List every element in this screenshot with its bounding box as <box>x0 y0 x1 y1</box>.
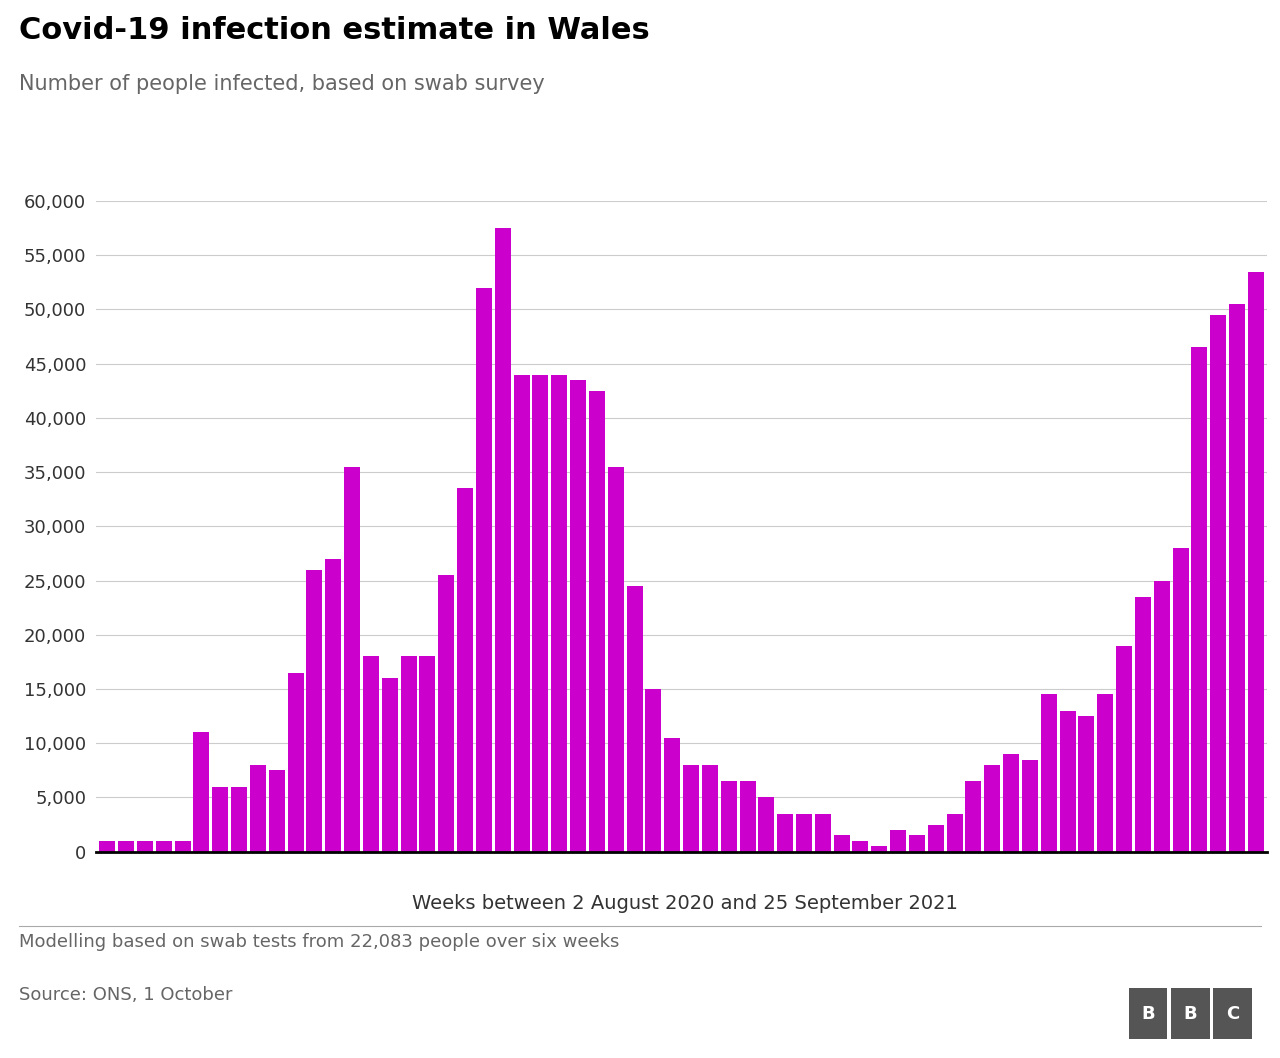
Bar <box>494 229 511 852</box>
Bar <box>1004 754 1019 852</box>
Bar <box>570 380 586 852</box>
Bar <box>965 781 982 852</box>
Bar <box>401 656 416 852</box>
Bar <box>852 841 869 852</box>
Bar <box>645 689 662 852</box>
Bar <box>589 390 605 852</box>
Bar <box>909 836 925 852</box>
Bar <box>1079 716 1094 852</box>
Bar <box>232 787 247 852</box>
Bar <box>193 732 210 852</box>
Bar <box>306 569 323 852</box>
Bar <box>1116 645 1132 852</box>
Bar <box>344 467 360 852</box>
Bar <box>796 814 812 852</box>
Text: B: B <box>1184 1004 1197 1023</box>
Bar <box>872 846 887 852</box>
Bar <box>250 765 266 852</box>
Bar <box>1248 272 1263 852</box>
Bar <box>740 781 755 852</box>
Bar <box>833 836 850 852</box>
Bar <box>701 765 718 852</box>
Bar <box>664 737 680 852</box>
Bar <box>1229 304 1245 852</box>
Text: B: B <box>1142 1004 1155 1023</box>
Bar <box>1021 760 1038 852</box>
Bar <box>325 559 342 852</box>
Text: Modelling based on swab tests from 22,083 people over six weeks: Modelling based on swab tests from 22,08… <box>19 933 620 951</box>
Bar <box>1135 597 1151 852</box>
Bar <box>626 586 643 852</box>
Bar <box>137 841 152 852</box>
Bar <box>684 765 699 852</box>
Bar <box>1060 711 1075 852</box>
Bar <box>1041 694 1057 852</box>
Bar <box>815 814 831 852</box>
Bar <box>1211 315 1226 852</box>
Bar <box>118 841 134 852</box>
Bar <box>890 829 906 852</box>
Bar <box>552 375 567 852</box>
Bar <box>381 678 398 852</box>
Text: Number of people infected, based on swab survey: Number of people infected, based on swab… <box>19 74 545 94</box>
Bar <box>532 375 548 852</box>
Text: Source: ONS, 1 October: Source: ONS, 1 October <box>19 986 233 1004</box>
Bar <box>438 576 454 852</box>
Bar <box>758 798 774 852</box>
Bar <box>269 770 284 852</box>
Bar <box>156 841 172 852</box>
Bar <box>174 841 191 852</box>
Bar <box>947 814 963 852</box>
Bar <box>1097 694 1114 852</box>
Bar <box>288 673 303 852</box>
Text: C: C <box>1226 1004 1239 1023</box>
Bar <box>1192 347 1207 852</box>
Bar <box>608 467 623 852</box>
Bar <box>364 656 379 852</box>
Bar <box>1172 548 1189 852</box>
Bar <box>457 489 474 852</box>
Bar <box>100 841 115 852</box>
Bar <box>1153 581 1170 852</box>
Bar <box>420 656 435 852</box>
Text: Weeks between 2 August 2020 and 25 September 2021: Weeks between 2 August 2020 and 25 Septe… <box>412 894 957 913</box>
Bar <box>721 781 737 852</box>
Bar <box>476 288 492 852</box>
Text: Covid-19 infection estimate in Wales: Covid-19 infection estimate in Wales <box>19 16 650 44</box>
Bar <box>212 787 228 852</box>
Bar <box>513 375 530 852</box>
Bar <box>777 814 794 852</box>
Bar <box>984 765 1000 852</box>
Bar <box>928 824 943 852</box>
